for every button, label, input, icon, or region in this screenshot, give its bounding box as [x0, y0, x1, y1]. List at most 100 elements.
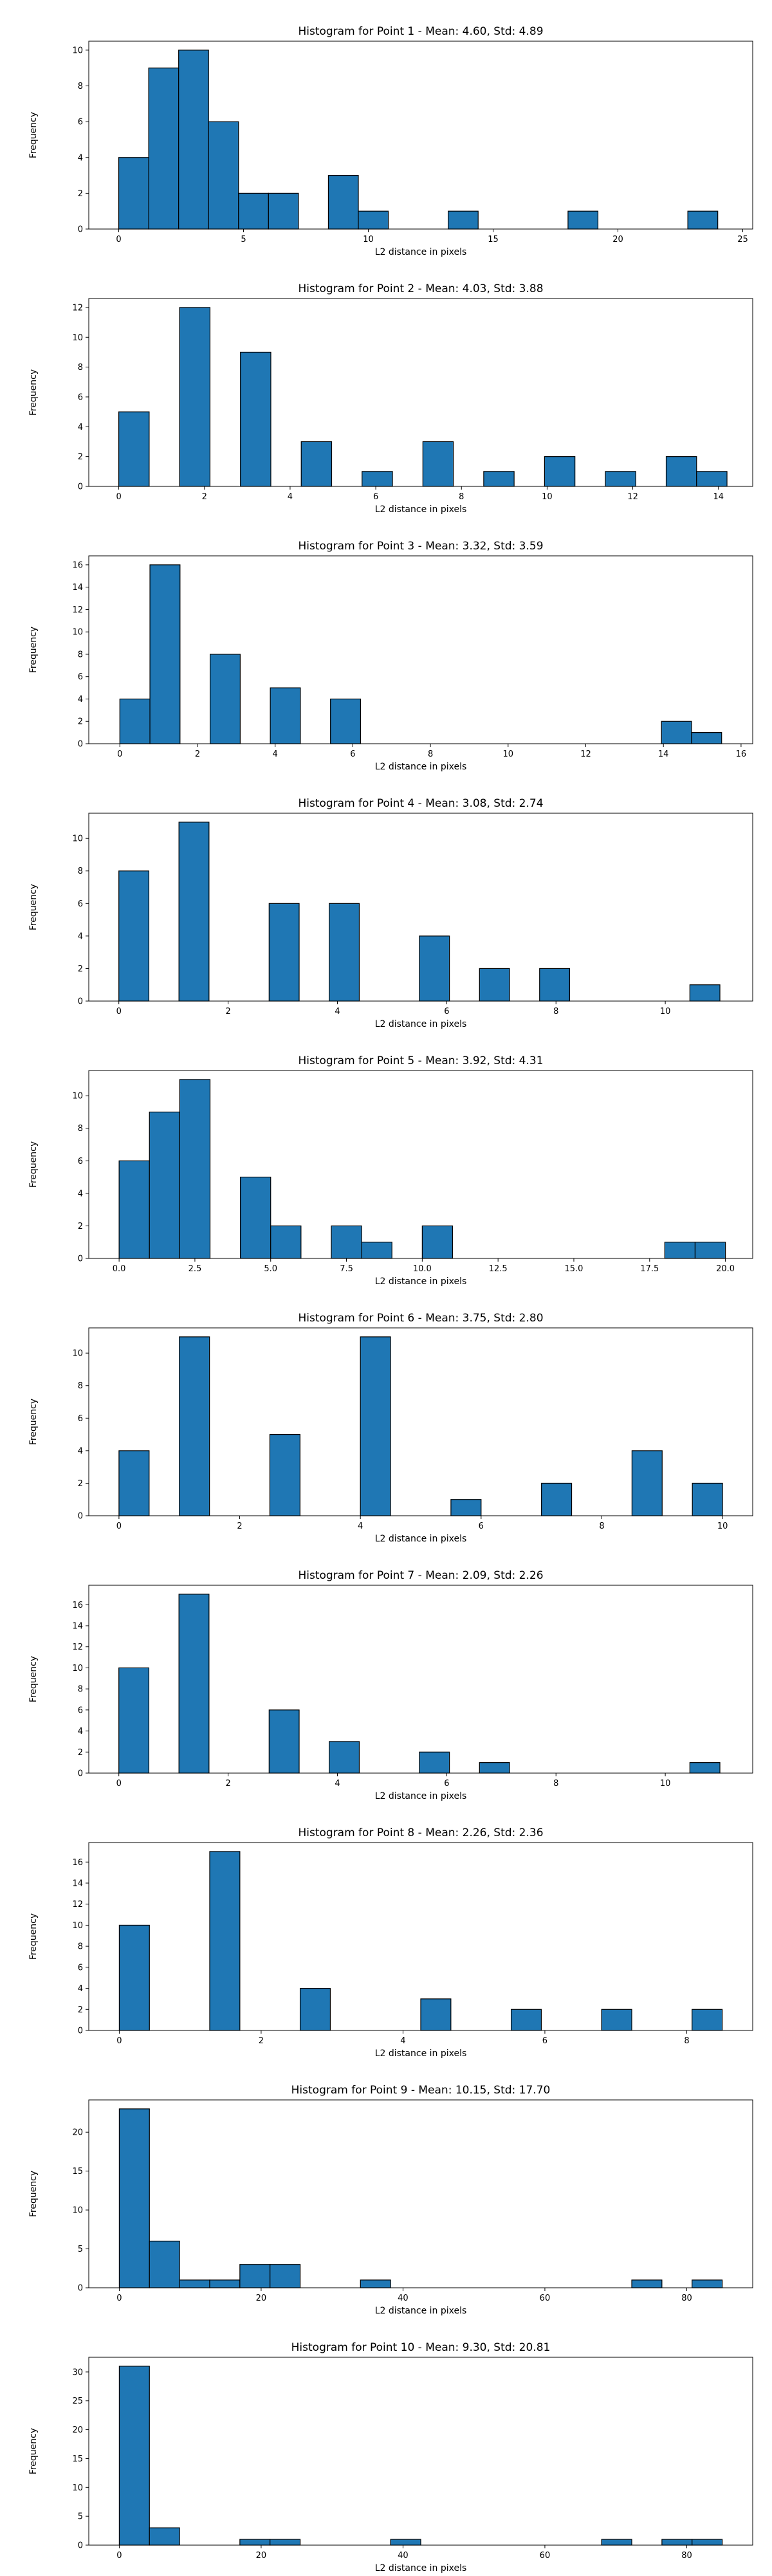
x-tick-label: 15 — [488, 235, 499, 244]
y-tick-label: 2 — [78, 1748, 83, 1758]
x-tick-label: 12 — [627, 492, 638, 502]
x-tick-label: 6 — [479, 1522, 484, 1531]
y-tick-label: 14 — [72, 583, 83, 593]
histogram-bar — [300, 441, 333, 487]
histogram-panel-4: Histogram for Point 4 - Mean: 3.08, Std:… — [28, 797, 753, 1029]
y-tick-label: 14 — [72, 1621, 83, 1631]
y-tick-label: 6 — [78, 118, 83, 127]
y-tick-label: 5 — [78, 2245, 83, 2254]
histogram-panel-3: Histogram for Point 3 - Mean: 3.32, Std:… — [28, 540, 753, 772]
y-tick-label: 12 — [72, 605, 83, 615]
x-tick-label: 0 — [116, 1779, 122, 1789]
histogram-bar — [118, 1160, 150, 1259]
x-tick-label: 17.5 — [640, 1264, 659, 1274]
x-axis-label: L2 distance in pixels — [375, 2048, 467, 2059]
y-tick-label: 10 — [72, 1092, 83, 1101]
y-tick-label: 10 — [72, 333, 83, 343]
y-tick-label: 8 — [78, 650, 83, 659]
y-tick-label: 6 — [78, 1414, 83, 1424]
y-tick-label: 2 — [78, 2005, 83, 2015]
histogram-bar — [268, 903, 300, 1002]
y-tick-label: 20 — [72, 2425, 83, 2435]
y-tick-label: 4 — [78, 932, 83, 941]
histogram-bar — [178, 50, 209, 230]
y-tick-label: 4 — [78, 695, 83, 704]
x-tick-label: 4 — [358, 1522, 363, 1531]
x-tick-label: 4 — [335, 1007, 340, 1017]
histogram-bar — [118, 157, 149, 230]
y-tick-label: 0 — [78, 997, 83, 1007]
y-tick-label: 2 — [78, 717, 83, 727]
y-axis-label: Frequency — [28, 369, 39, 416]
x-tick-label: 10 — [503, 750, 514, 759]
x-tick-label: 0 — [116, 2036, 122, 2046]
histogram-bar — [544, 456, 576, 487]
y-tick-label: 6 — [78, 1963, 83, 1973]
y-axis-label: Frequency — [28, 1141, 39, 1188]
y-tick-label: 6 — [78, 1157, 83, 1166]
y-tick-label: 5 — [78, 2512, 83, 2522]
x-tick-label: 10 — [660, 1779, 671, 1789]
histogram-bar — [149, 564, 181, 744]
histogram-bar — [179, 307, 211, 487]
x-tick-label: 8 — [459, 492, 464, 502]
histogram-bar — [631, 2279, 663, 2288]
y-tick-label: 25 — [72, 2397, 83, 2406]
histogram-bar — [661, 2539, 693, 2546]
histogram-bar — [118, 2366, 150, 2546]
x-tick-label: 4 — [335, 1779, 340, 1789]
x-tick-label: 60 — [540, 2551, 551, 2561]
x-tick-label: 80 — [681, 2294, 692, 2303]
chart-title: Histogram for Point 3 - Mean: 3.32, Std:… — [298, 540, 543, 553]
x-tick-label: 8 — [599, 1522, 604, 1531]
histogram-panel-1: Histogram for Point 1 - Mean: 4.60, Std:… — [28, 25, 753, 257]
y-tick-label: 0 — [78, 1512, 83, 1522]
y-tick-label: 4 — [78, 1984, 83, 1994]
histogram-panel-5: Histogram for Point 5 - Mean: 3.92, Std:… — [28, 1054, 753, 1287]
x-tick-label: 40 — [398, 2551, 409, 2561]
x-tick-label: 6 — [444, 1007, 449, 1017]
y-tick-label: 2 — [78, 452, 83, 462]
y-tick-label: 0 — [78, 740, 83, 750]
histogram-bar — [118, 1667, 150, 1774]
plot-frame — [88, 41, 753, 230]
x-tick-label: 2 — [259, 2036, 264, 2046]
histogram-bar — [179, 2279, 210, 2288]
y-tick-label: 0 — [78, 1769, 83, 1779]
y-tick-label: 8 — [78, 867, 83, 876]
histogram-bar — [665, 456, 697, 487]
y-axis-label: Frequency — [28, 1913, 39, 1960]
histogram-bar — [149, 2240, 180, 2288]
histogram-bar — [118, 1450, 150, 1516]
y-tick-label: 12 — [72, 1900, 83, 1909]
y-tick-label: 8 — [78, 1124, 83, 1134]
x-tick-label: 20 — [256, 2551, 267, 2561]
y-tick-label: 10 — [72, 628, 83, 638]
plot-frame — [88, 1842, 753, 2031]
plot-frame — [88, 1070, 753, 1259]
x-tick-label: 14 — [658, 750, 669, 759]
y-tick-label: 14 — [72, 1879, 83, 1888]
x-tick-label: 8 — [428, 750, 433, 759]
histogram-bar — [240, 1176, 271, 1259]
x-tick-label: 0.0 — [113, 1264, 126, 1274]
y-tick-label: 6 — [78, 1706, 83, 1715]
histogram-bar — [209, 1851, 241, 2031]
histogram-bar — [270, 2264, 301, 2288]
histogram-bar — [362, 471, 393, 487]
x-tick-label: 6 — [373, 492, 378, 502]
x-axis-label: L2 distance in pixels — [375, 2306, 467, 2316]
x-tick-label: 0 — [116, 2294, 122, 2303]
x-tick-label: 2 — [195, 750, 200, 759]
y-tick-label: 16 — [72, 1858, 83, 1868]
x-tick-label: 0 — [116, 1522, 122, 1531]
x-axis-label: L2 distance in pixels — [375, 1534, 467, 1544]
x-tick-label: 40 — [398, 2294, 409, 2303]
y-axis-label: Frequency — [28, 2428, 39, 2474]
x-tick-label: 8 — [684, 2036, 689, 2046]
x-tick-label: 14 — [713, 492, 724, 502]
y-tick-label: 20 — [72, 2128, 83, 2138]
x-tick-label: 6 — [542, 2036, 547, 2046]
y-axis-label: Frequency — [28, 112, 39, 158]
histogram-bar — [692, 1482, 723, 1516]
